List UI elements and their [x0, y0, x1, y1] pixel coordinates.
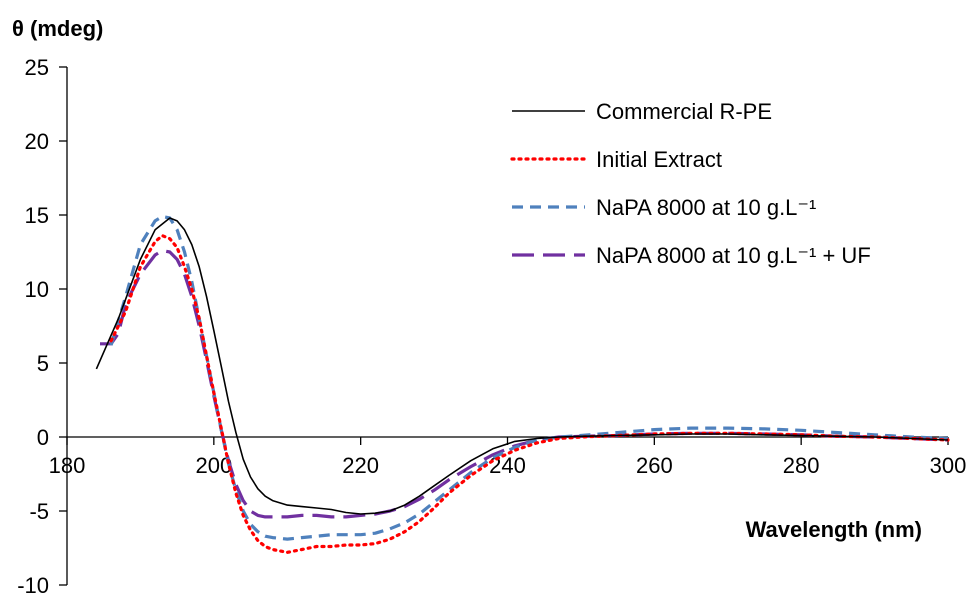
- x-tick-label: 180: [49, 453, 86, 478]
- y-axis-ticks: 25 20 15 10 5 0 -5 -10: [17, 55, 67, 598]
- y-tick-label: 25: [25, 55, 49, 80]
- y-tick-label: 20: [25, 129, 49, 154]
- legend-label-napa-8000-at-10-g-l-uf: NaPA 8000 at 10 g.L⁻¹ + UF: [596, 243, 871, 268]
- legend-label-initial-extract: Initial Extract: [596, 147, 722, 172]
- series-layer: [95, 214, 950, 554]
- legend-label-napa-8000-at-10-g-l: NaPA 8000 at 10 g.L⁻¹: [596, 195, 816, 220]
- x-tick-label: 260: [636, 453, 673, 478]
- x-axis-title: Wavelength (nm): [746, 517, 922, 542]
- series-line-initial-extract: [109, 234, 950, 554]
- series-line-napa-8000-at-10-g-l: [109, 214, 949, 541]
- y-tick-label: 15: [25, 203, 49, 228]
- y-tick-label: 0: [37, 425, 49, 450]
- y-tick-label: -10: [17, 573, 49, 598]
- x-tick-label: 300: [930, 453, 967, 478]
- x-tick-label: 220: [342, 453, 379, 478]
- x-tick-label: 280: [783, 453, 820, 478]
- y-tick-label: 10: [25, 277, 49, 302]
- legend: Commercial R-PE Initial Extract NaPA 8000 …: [510, 99, 871, 268]
- legend-label-commercial-r-pe: Commercial R-PE: [596, 99, 772, 124]
- y-tick-label: -5: [29, 499, 49, 524]
- y-axis-title: θ (mdeg): [12, 16, 103, 41]
- series-line-commercial-r-pe: [95, 217, 949, 515]
- y-tick-label: 5: [37, 351, 49, 376]
